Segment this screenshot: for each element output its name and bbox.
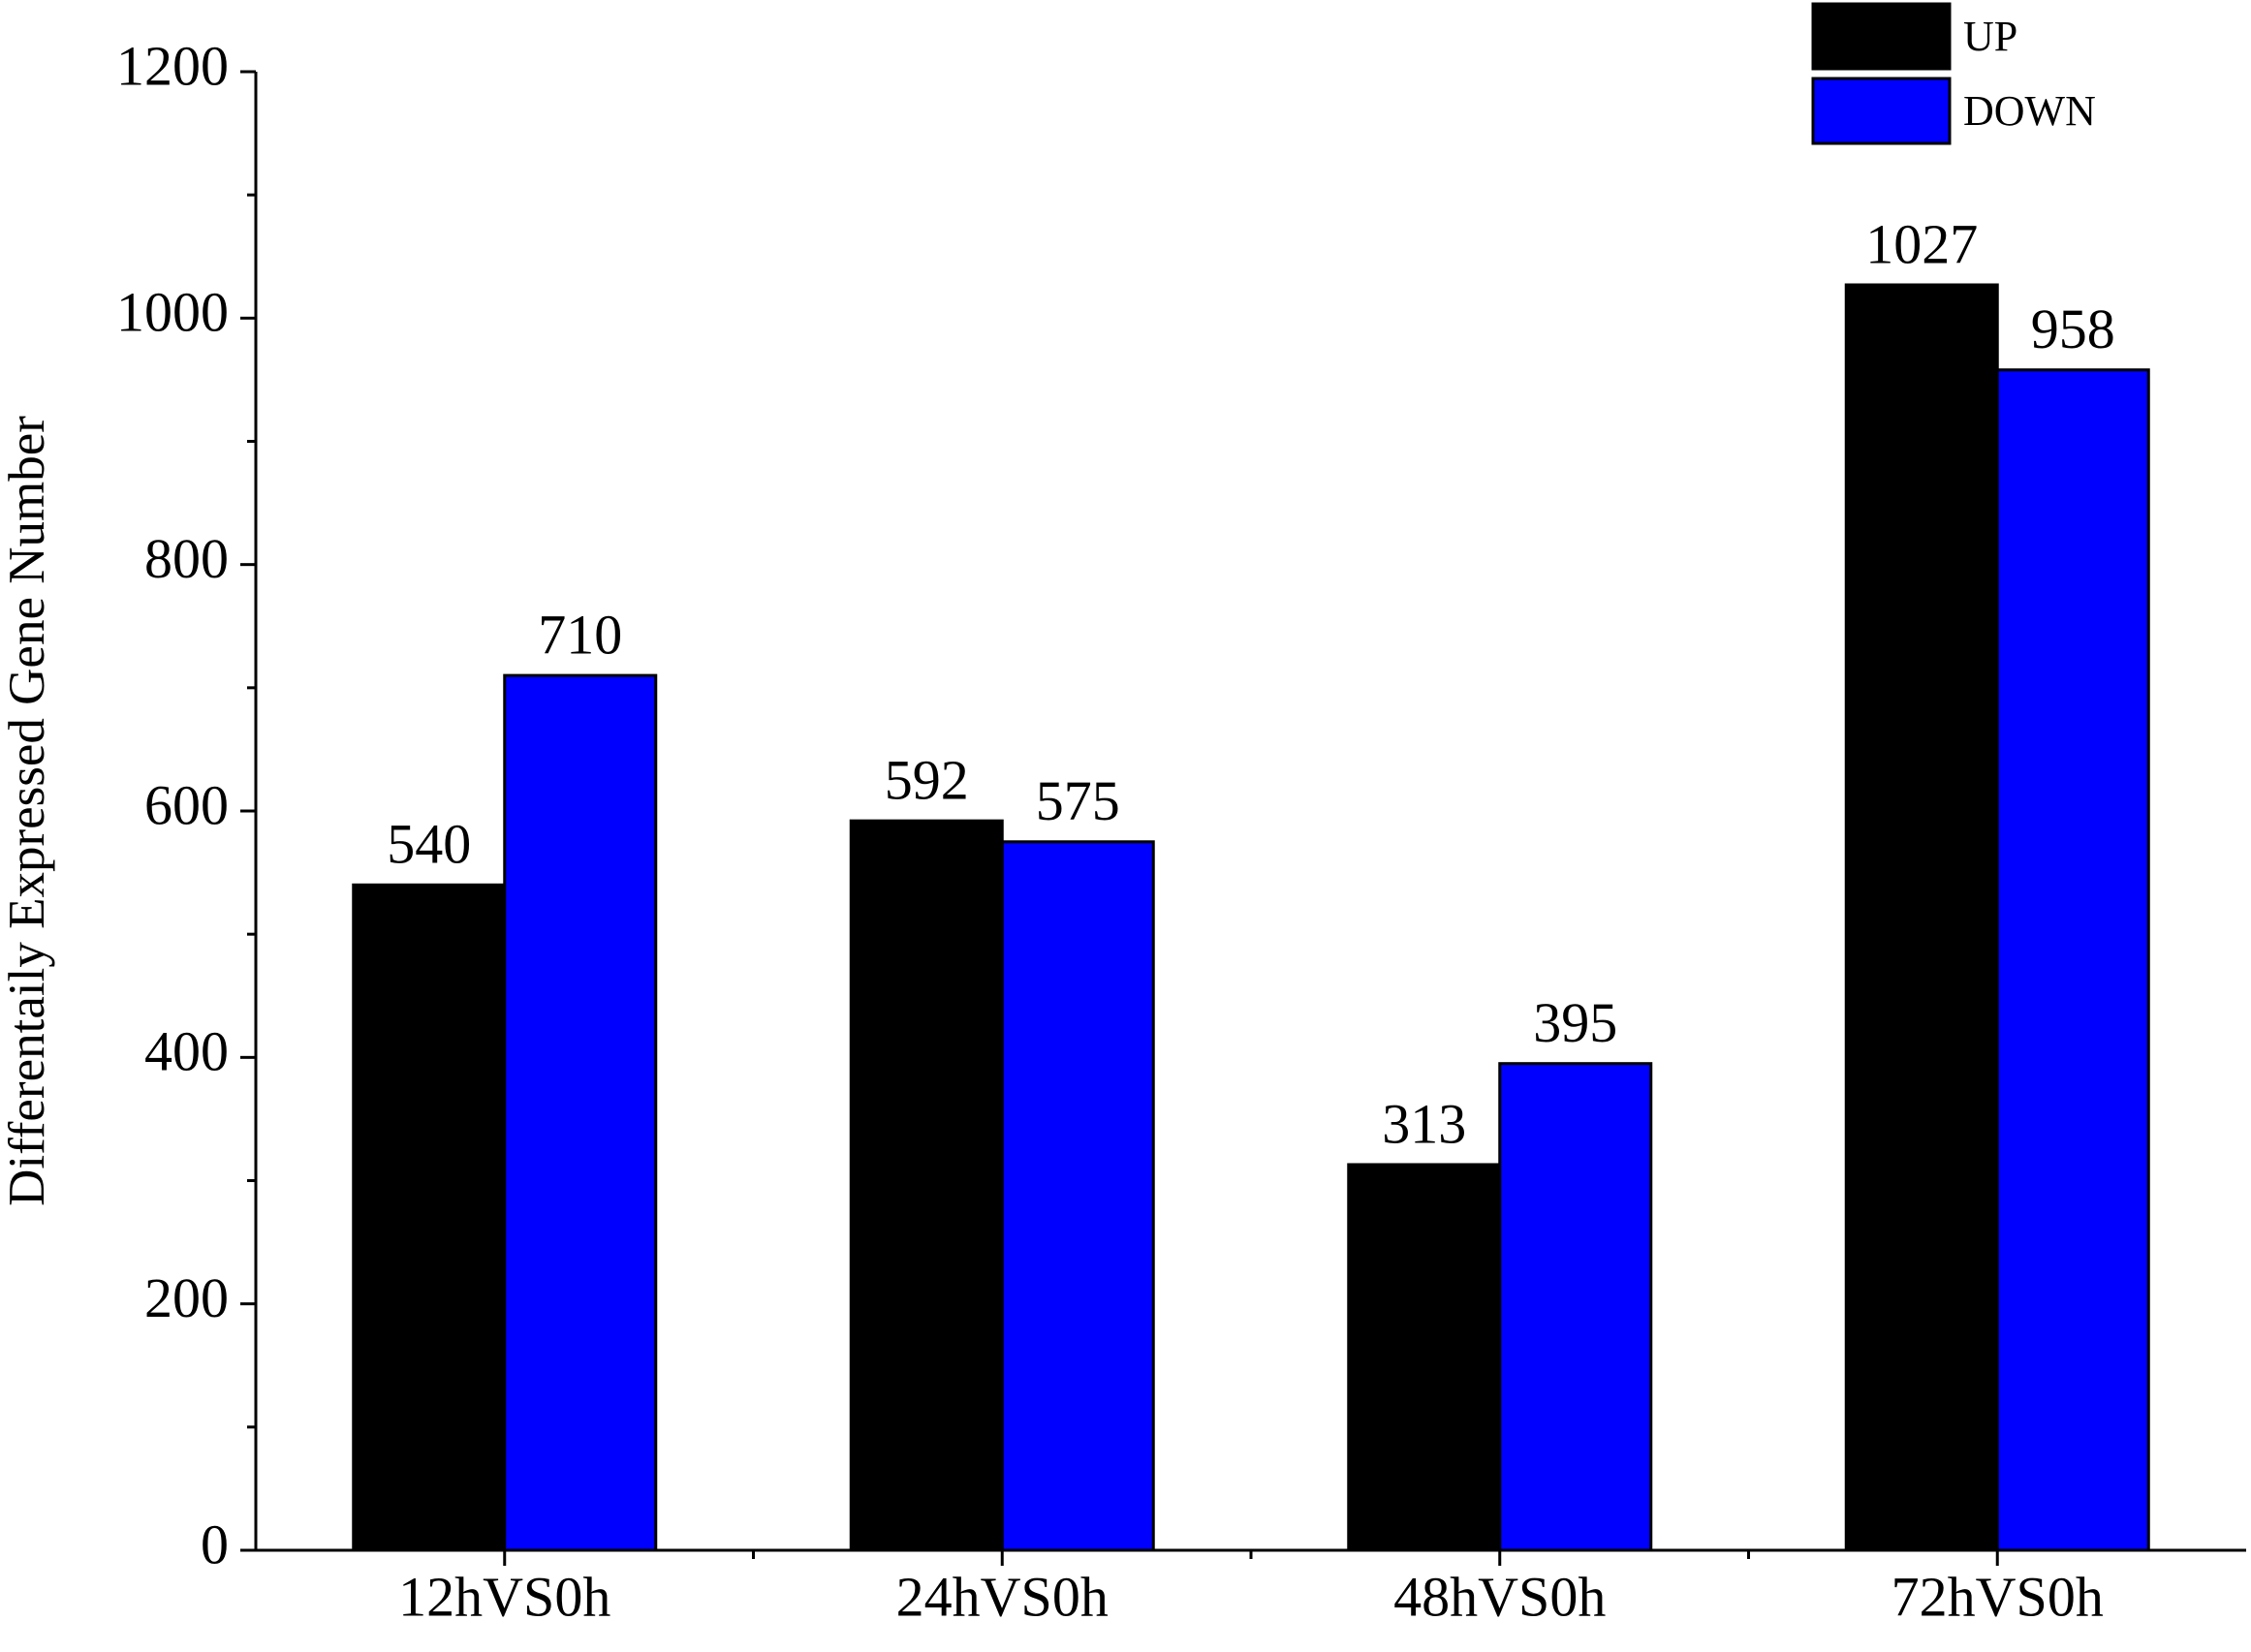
legend-swatch <box>1811 77 1952 145</box>
bar <box>352 883 507 1552</box>
y-tick-label: 1200 <box>116 34 229 97</box>
value-label: 313 <box>1382 1092 1466 1155</box>
value-label: 710 <box>538 603 622 666</box>
x-tick-label: 72hVS0h <box>1891 1565 2104 1628</box>
value-label: 540 <box>387 813 471 876</box>
value-label: 1027 <box>1865 212 1978 275</box>
bar <box>1347 1163 1502 1552</box>
value-label: 575 <box>1036 769 1120 832</box>
x-tick-label: 48hVS0h <box>1393 1565 1606 1628</box>
bar <box>1844 283 1999 1552</box>
y-tick-label: 800 <box>144 527 229 590</box>
legend-label: UP <box>1963 13 2017 60</box>
x-tick-label: 24hVS0h <box>896 1565 1109 1628</box>
legend-swatch <box>1811 2 1952 71</box>
value-label: 958 <box>2031 297 2115 360</box>
y-tick-label: 200 <box>144 1266 229 1329</box>
value-label: 592 <box>885 748 969 811</box>
bar <box>1000 840 1155 1552</box>
bar <box>1498 1062 1653 1552</box>
y-tick-label: 0 <box>201 1512 229 1575</box>
bar <box>1995 368 2150 1552</box>
y-axis-label: Differentaily Expressed Gene Number <box>0 416 55 1206</box>
bar <box>503 673 658 1552</box>
y-tick-label: 600 <box>144 773 229 836</box>
value-label: 395 <box>1533 991 1617 1054</box>
bar <box>849 819 1004 1552</box>
legend-label: DOWN <box>1963 87 2096 135</box>
y-tick-label: 400 <box>144 1020 229 1083</box>
y-tick-label: 1000 <box>116 281 229 344</box>
x-tick-label: 12hVS0h <box>398 1565 610 1628</box>
